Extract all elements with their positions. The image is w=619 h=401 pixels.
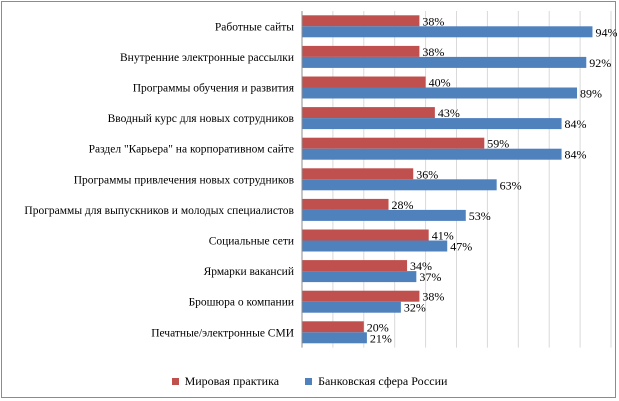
bar-chart: Работные сайты Внутренние электронные рас… bbox=[24, 11, 617, 348]
bar-world bbox=[302, 260, 408, 272]
category-label: Раздел "Карьера" на корпоративном сайте bbox=[89, 144, 294, 156]
legend: Мировая практика Банковская сфера России bbox=[2, 374, 617, 389]
bar-russia bbox=[302, 179, 497, 191]
value-label-world: 20% bbox=[367, 320, 389, 334]
bar-world bbox=[302, 290, 420, 302]
bar-world bbox=[302, 15, 420, 27]
value-label-world: 38% bbox=[422, 290, 444, 304]
category-label: Вводный курс для новых сотрудников bbox=[108, 113, 295, 125]
value-label-world: 38% bbox=[422, 14, 444, 28]
value-label-russia: 63% bbox=[500, 178, 522, 192]
value-label-russia: 84% bbox=[565, 148, 587, 162]
value-label-world: 43% bbox=[438, 106, 460, 120]
legend-label-russia: Банковская сфера России bbox=[318, 374, 448, 388]
value-label-russia: 92% bbox=[589, 56, 611, 70]
legend-label-world: Мировая практика bbox=[184, 374, 280, 388]
bar-russia bbox=[302, 271, 417, 283]
value-label-russia: 89% bbox=[580, 87, 602, 101]
value-label-world: 38% bbox=[422, 45, 444, 59]
category-label: Брошюра о компании bbox=[189, 297, 294, 309]
bar-russia bbox=[302, 56, 587, 68]
legend-swatch-world bbox=[171, 378, 179, 385]
value-label-russia: 94% bbox=[595, 25, 617, 39]
legend-item-russia: Банковская сфера России bbox=[305, 374, 447, 389]
value-label-russia: 32% bbox=[404, 301, 426, 315]
bar-russia bbox=[302, 118, 562, 130]
category-label: Программы привлечения новых сотрудников bbox=[74, 174, 295, 186]
bar-russia bbox=[302, 301, 401, 313]
value-label-russia: 21% bbox=[370, 331, 392, 345]
bar-russia bbox=[302, 209, 466, 221]
legend-swatch-russia bbox=[305, 378, 313, 385]
value-label-world: 40% bbox=[429, 76, 451, 90]
bar-russia bbox=[302, 87, 578, 99]
bar-world bbox=[302, 76, 426, 88]
bar-russia bbox=[302, 26, 593, 38]
category-label: Работные сайты bbox=[215, 21, 294, 33]
bar-world bbox=[302, 168, 414, 180]
value-label-russia: 84% bbox=[565, 117, 587, 131]
bar-russia bbox=[302, 332, 367, 344]
value-label-world: 41% bbox=[432, 229, 454, 243]
bar-world bbox=[302, 45, 420, 57]
category-label: Внутренние электронные рассылки bbox=[120, 52, 294, 64]
value-label-russia: 37% bbox=[419, 270, 441, 284]
category-label: Печатные/электронные СМИ bbox=[151, 327, 294, 339]
value-label-russia: 47% bbox=[450, 240, 472, 254]
bar-world bbox=[302, 229, 429, 241]
bar-russia bbox=[302, 148, 562, 160]
bar-world bbox=[302, 198, 389, 210]
category-label: Программы для выпускников и молодых спец… bbox=[24, 205, 294, 217]
category-label: Ярмарки вакансий bbox=[204, 266, 294, 278]
value-label-world: 34% bbox=[410, 259, 432, 273]
bar-world bbox=[302, 107, 435, 119]
value-label-world: 59% bbox=[487, 137, 509, 151]
legend-item-world: Мировая практика bbox=[171, 374, 280, 389]
value-label-world: 28% bbox=[392, 198, 414, 212]
value-label-world: 36% bbox=[416, 167, 438, 181]
bar-world bbox=[302, 321, 364, 333]
bar-world bbox=[302, 137, 485, 149]
value-label-russia: 53% bbox=[469, 209, 491, 223]
value-labels: 38% 94% 38% 92% 40% 89% 43% 84% 59% 84% 36% 63% 28% 5… bbox=[367, 14, 617, 345]
category-labels: Работные сайты Внутренние электронные рас… bbox=[24, 21, 294, 339]
category-label: Программы обучения и развития bbox=[133, 83, 295, 95]
category-label: Социальные сети bbox=[209, 236, 294, 248]
bar-russia bbox=[302, 240, 448, 252]
bars bbox=[302, 15, 593, 344]
